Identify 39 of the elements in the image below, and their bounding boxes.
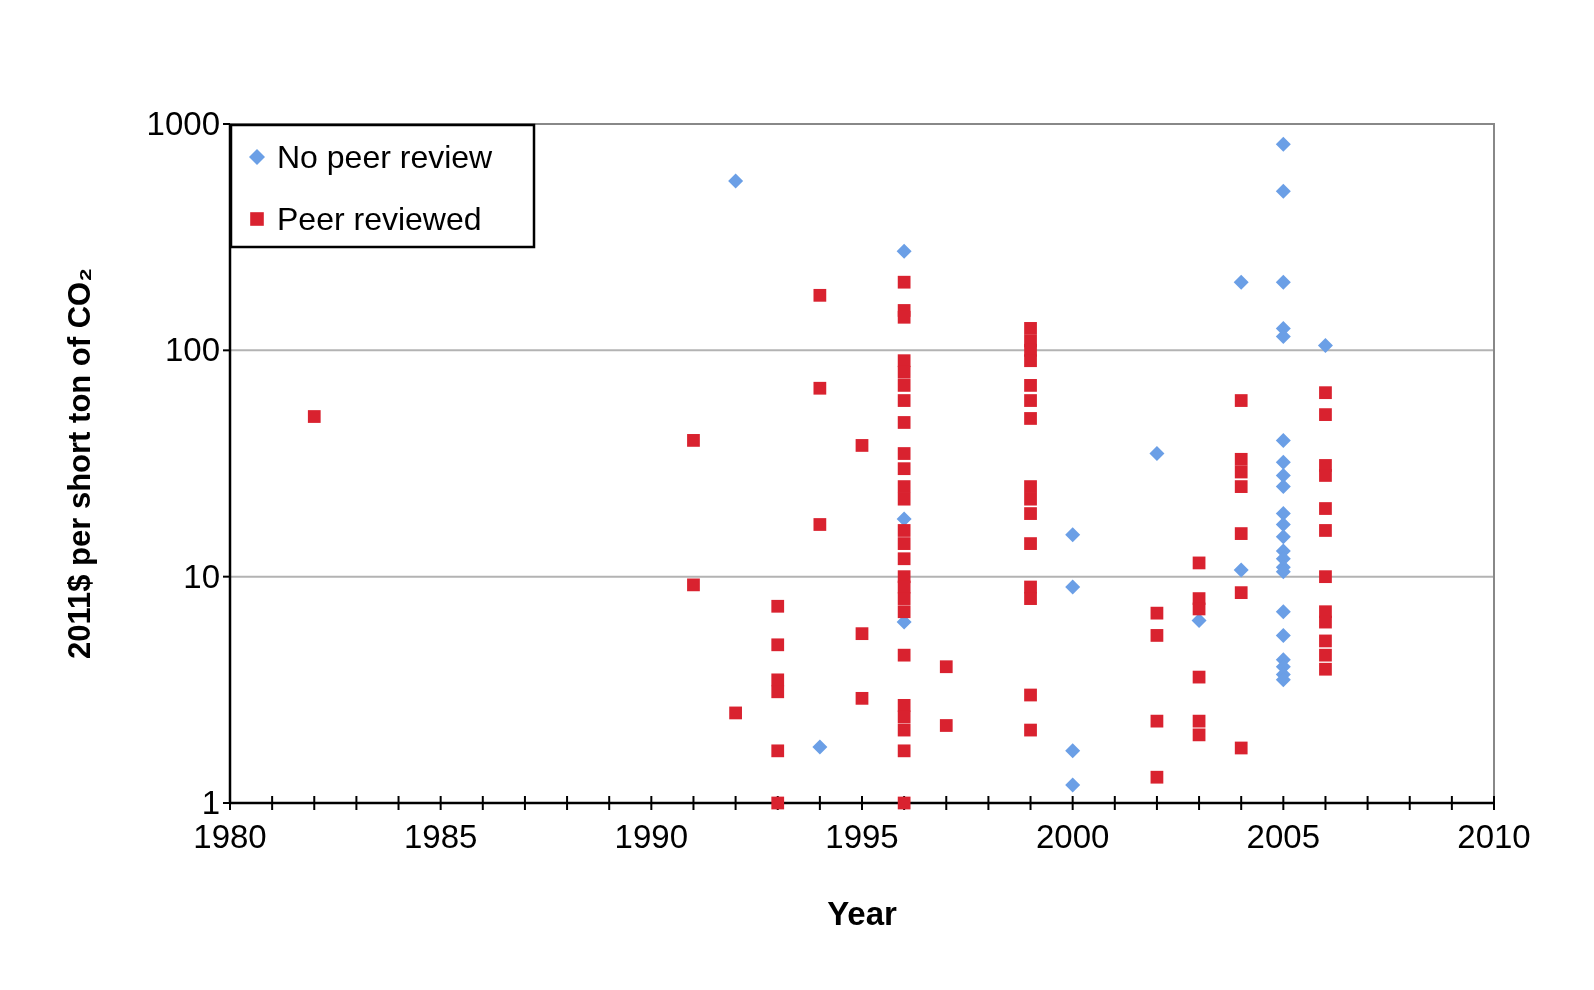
point: [1317, 338, 1333, 354]
point: [812, 739, 828, 755]
y-tick-label: 1: [201, 784, 220, 821]
point: [1149, 446, 1165, 462]
point: [1065, 777, 1081, 793]
y-tick-label: 1000: [146, 105, 220, 142]
point: [1275, 432, 1291, 448]
point: [728, 173, 744, 189]
point: [1275, 479, 1291, 495]
x-tick-label: 2005: [1246, 818, 1321, 855]
point: [1065, 579, 1081, 595]
legend-label: No peer review: [277, 139, 494, 175]
x-tick-label: 1980: [193, 818, 267, 855]
x-tick-label: 1990: [614, 818, 689, 855]
point: [1275, 627, 1291, 643]
x-axis-title: Year: [827, 895, 898, 932]
x-tick-label: 2000: [1035, 818, 1110, 855]
x-tick-label: 1995: [825, 818, 899, 855]
point: [1065, 743, 1081, 759]
point: [1275, 517, 1291, 533]
x-tick-label: 1985: [403, 818, 478, 855]
point: [1275, 183, 1291, 199]
point: [896, 243, 912, 259]
y-axis-title: 2011$ per short ton of CO₂: [62, 267, 97, 660]
point: [1191, 613, 1207, 629]
x-tick-label: 2010: [1457, 818, 1531, 855]
point: [1275, 604, 1291, 620]
point: [1233, 562, 1249, 578]
y-tick-label: 10: [183, 557, 220, 595]
y-tick-label: 100: [164, 331, 220, 369]
point: [1065, 527, 1081, 543]
point: [1275, 454, 1291, 470]
point: [896, 511, 912, 527]
legend-label: Peer reviewed: [277, 201, 482, 237]
point: [1275, 274, 1291, 290]
point: [1275, 467, 1291, 483]
point: [1275, 529, 1291, 545]
point: [1275, 136, 1291, 152]
point: [1233, 274, 1249, 290]
